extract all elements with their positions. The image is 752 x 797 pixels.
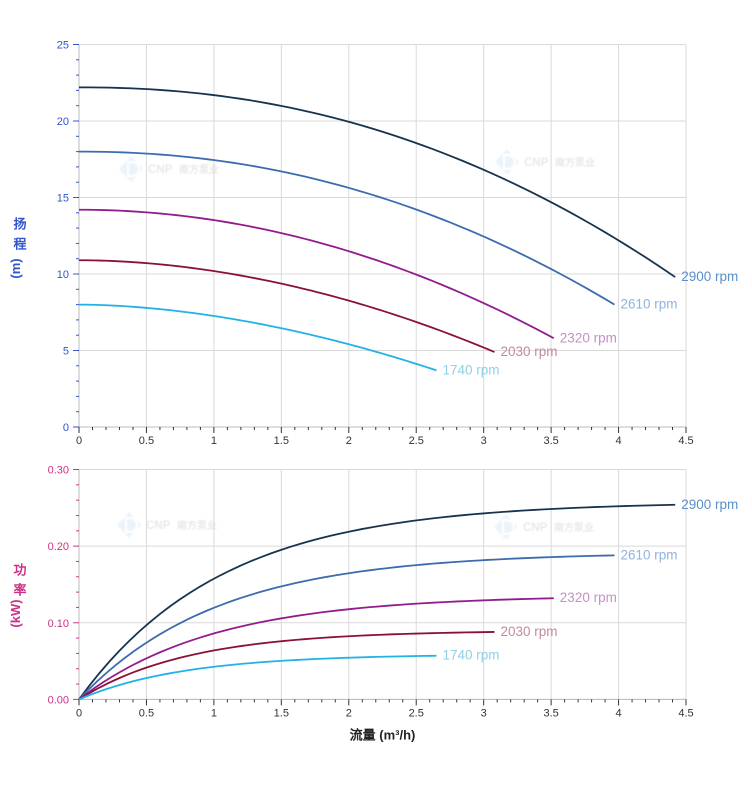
svg-text:功: 功 bbox=[13, 563, 26, 578]
svg-text:2320 rpm: 2320 rpm bbox=[560, 590, 617, 605]
svg-text:0.20: 0.20 bbox=[48, 541, 69, 553]
svg-text:2610 rpm: 2610 rpm bbox=[621, 547, 678, 562]
svg-text:2: 2 bbox=[346, 435, 352, 447]
svg-text:0: 0 bbox=[76, 435, 82, 447]
svg-text:4: 4 bbox=[615, 707, 621, 719]
svg-text:1740 rpm: 1740 rpm bbox=[442, 362, 499, 377]
svg-text:3.5: 3.5 bbox=[543, 707, 558, 719]
svg-text:CNP: CNP bbox=[148, 164, 173, 176]
svg-text:程: 程 bbox=[13, 237, 26, 252]
svg-text:0.30: 0.30 bbox=[48, 465, 69, 477]
svg-text:2.5: 2.5 bbox=[409, 435, 424, 447]
svg-text:扬: 扬 bbox=[13, 217, 26, 232]
svg-text:3: 3 bbox=[481, 707, 487, 719]
svg-text:CNP: CNP bbox=[524, 157, 549, 169]
svg-text:20: 20 bbox=[57, 116, 69, 128]
svg-text:15: 15 bbox=[57, 193, 69, 205]
svg-text:CNP: CNP bbox=[146, 520, 171, 532]
svg-text:3: 3 bbox=[481, 435, 487, 447]
svg-text:3.5: 3.5 bbox=[543, 435, 558, 447]
svg-text:0.10: 0.10 bbox=[48, 618, 69, 630]
svg-text:25: 25 bbox=[57, 40, 69, 52]
svg-text:南方泵业: 南方泵业 bbox=[555, 156, 595, 169]
svg-text:南方泵业: 南方泵业 bbox=[554, 521, 594, 534]
svg-text:1740 rpm: 1740 rpm bbox=[442, 648, 499, 663]
svg-text:2900 rpm: 2900 rpm bbox=[681, 497, 738, 512]
svg-text:0.00: 0.00 bbox=[48, 694, 69, 706]
svg-text:1: 1 bbox=[211, 435, 217, 447]
svg-text:10: 10 bbox=[57, 269, 69, 281]
svg-text:5: 5 bbox=[63, 346, 69, 358]
svg-text:CNP: CNP bbox=[523, 522, 548, 534]
svg-text:2320 rpm: 2320 rpm bbox=[560, 330, 617, 345]
svg-text:4.5: 4.5 bbox=[678, 707, 693, 719]
svg-text:0: 0 bbox=[76, 707, 82, 719]
svg-text:(kW): (kW) bbox=[8, 599, 23, 627]
svg-text:流量 (m³/h): 流量 (m³/h) bbox=[350, 727, 416, 742]
svg-text:(m): (m) bbox=[8, 258, 23, 278]
svg-text:2030 rpm: 2030 rpm bbox=[500, 624, 557, 639]
svg-text:2: 2 bbox=[346, 707, 352, 719]
svg-text:2030 rpm: 2030 rpm bbox=[500, 344, 557, 359]
svg-text:率: 率 bbox=[13, 583, 26, 598]
svg-text:1.5: 1.5 bbox=[274, 707, 289, 719]
svg-text:2.5: 2.5 bbox=[409, 707, 424, 719]
svg-text:0.5: 0.5 bbox=[139, 435, 154, 447]
svg-text:2900 rpm: 2900 rpm bbox=[681, 269, 738, 284]
svg-text:南方泵业: 南方泵业 bbox=[177, 519, 217, 532]
svg-text:南方泵业: 南方泵业 bbox=[179, 163, 219, 176]
svg-text:4.5: 4.5 bbox=[678, 435, 693, 447]
svg-text:4: 4 bbox=[615, 435, 621, 447]
svg-text:0: 0 bbox=[63, 422, 69, 434]
svg-text:1.5: 1.5 bbox=[274, 435, 289, 447]
svg-text:0.5: 0.5 bbox=[139, 707, 154, 719]
svg-text:1: 1 bbox=[211, 707, 217, 719]
svg-text:2610 rpm: 2610 rpm bbox=[621, 297, 678, 312]
